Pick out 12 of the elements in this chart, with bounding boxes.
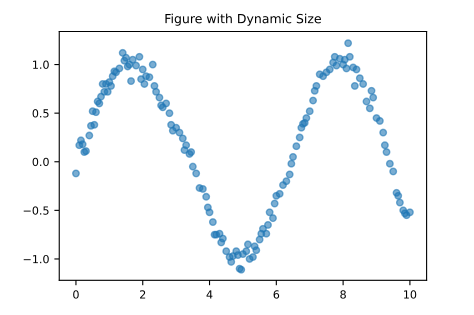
- y-tick-label: −0.5: [24, 206, 49, 215]
- chart-title: Figure with Dynamic Size: [165, 14, 321, 26]
- y-tick-label: 1.0: [33, 60, 49, 69]
- x-tick-label: 0: [73, 290, 79, 299]
- y-tick-label: 0.0: [32, 158, 49, 166]
- x-tick-label: 2: [140, 290, 146, 299]
- x-tick-label: 6: [274, 290, 280, 299]
- x-tick-label: 10: [404, 290, 416, 299]
- x-tick-label: 4: [206, 290, 212, 299]
- y-tick-label: 0.5: [32, 109, 49, 118]
- y-tick-label: −1.0: [24, 254, 49, 264]
- x-tick-label: 8: [340, 290, 346, 299]
